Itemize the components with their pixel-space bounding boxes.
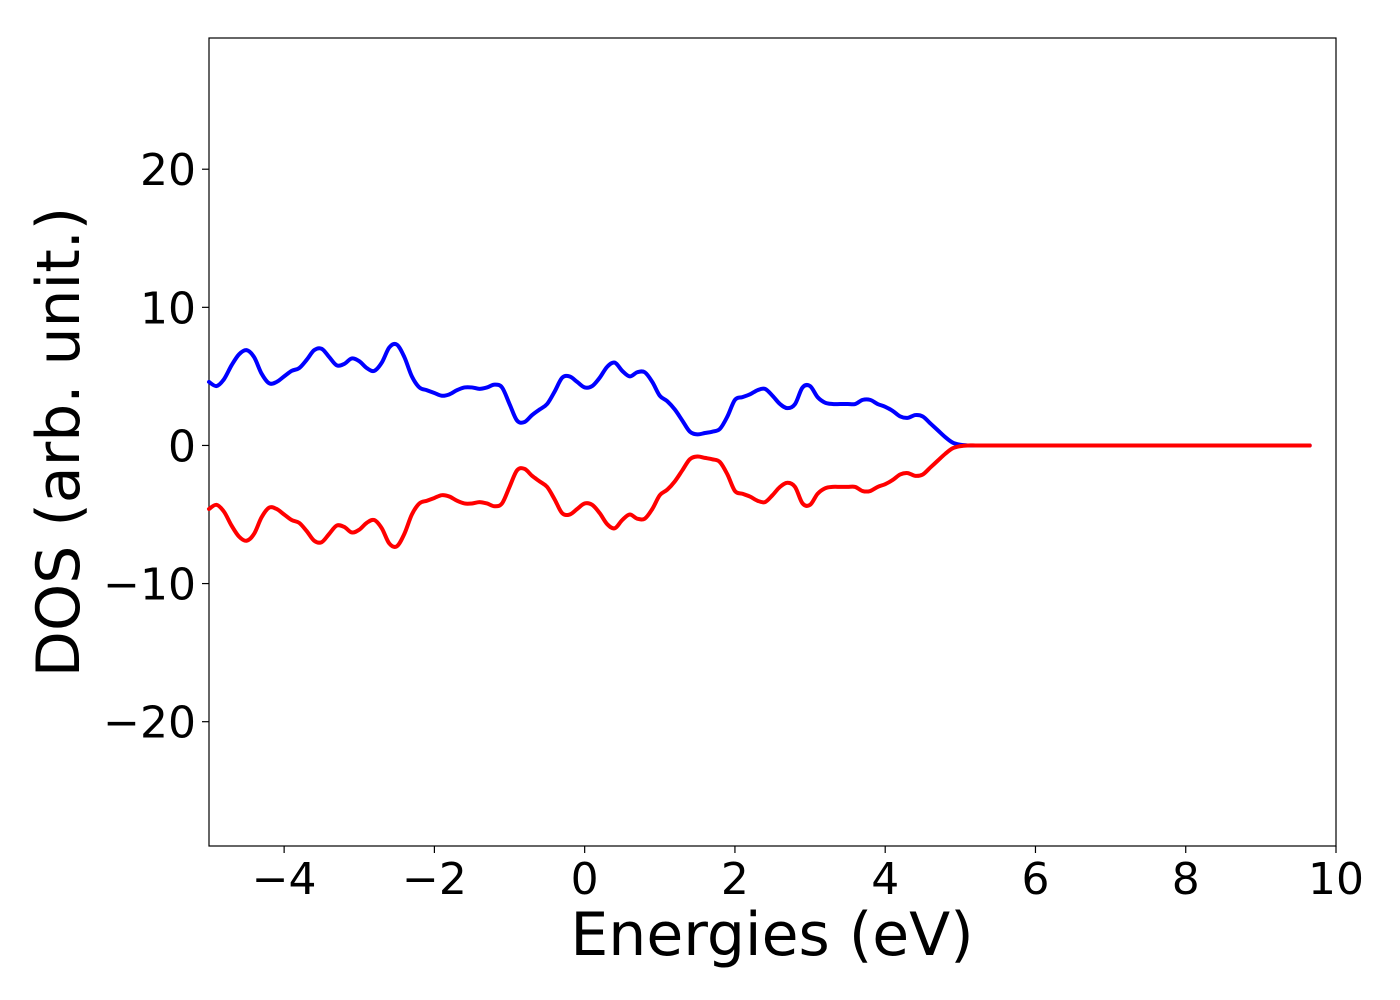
x-tick-label: 4 — [871, 854, 899, 905]
y-tick-label: 0 — [168, 421, 196, 472]
y-tick-label: −20 — [103, 698, 196, 749]
y-tick-label: 10 — [140, 283, 196, 334]
x-axis-label: Energies (eV) — [570, 900, 973, 970]
series-layer — [207, 341, 1312, 549]
plot-frame — [208, 37, 1337, 847]
x-tick-label: 0 — [571, 854, 599, 905]
x-tick-label: 6 — [1021, 854, 1049, 905]
y-axis-label: DOS (arb. unit.) — [24, 207, 94, 677]
x-tick-label: 8 — [1172, 854, 1200, 905]
series-line-spin-up — [207, 341, 1312, 448]
y-axis-ticks: 20 10 0 −10 −20 — [103, 145, 209, 749]
y-tick-label: −10 — [103, 560, 196, 611]
y-tick-label: 20 — [140, 145, 196, 196]
x-axis-ticks: −4 −2 0 2 4 6 8 10 — [252, 846, 1364, 905]
series-line-spin-down — [207, 443, 1312, 549]
x-tick-label: −2 — [402, 854, 467, 905]
x-tick-label: 2 — [721, 854, 749, 905]
x-tick-label: −4 — [252, 854, 317, 905]
x-tick-label: 10 — [1308, 854, 1364, 905]
